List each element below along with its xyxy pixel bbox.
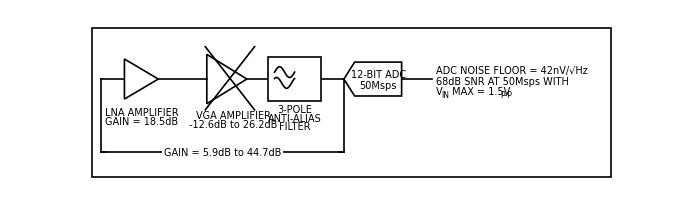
Text: LNA AMPLIFIER: LNA AMPLIFIER (104, 107, 178, 117)
Text: 50Msps: 50Msps (359, 81, 397, 91)
Text: FILTER: FILTER (279, 122, 310, 132)
Text: MAX = 1.5V: MAX = 1.5V (449, 87, 510, 97)
Text: 68dB SNR AT 50Msps WITH: 68dB SNR AT 50Msps WITH (436, 76, 569, 86)
Text: VGA AMPLIFIER: VGA AMPLIFIER (196, 110, 270, 120)
Text: ADC NOISE FLOOR = 42nV/√Hz: ADC NOISE FLOOR = 42nV/√Hz (436, 65, 588, 75)
Text: GAIN = 18.5dB: GAIN = 18.5dB (105, 116, 178, 126)
Text: ANTI-ALIAS: ANTI-ALIAS (268, 113, 322, 123)
Text: P-P: P-P (500, 90, 512, 99)
Text: V: V (436, 87, 443, 97)
Text: 3-POLE: 3-POLE (277, 105, 312, 115)
Text: IN: IN (441, 90, 449, 99)
Text: -12.6dB to 26.2dB: -12.6dB to 26.2dB (189, 120, 277, 130)
Text: 12-BIT ADC: 12-BIT ADC (351, 70, 405, 80)
Text: GAIN = 5.9dB to 44.7dB: GAIN = 5.9dB to 44.7dB (164, 147, 281, 157)
Bar (268, 58, 321, 102)
